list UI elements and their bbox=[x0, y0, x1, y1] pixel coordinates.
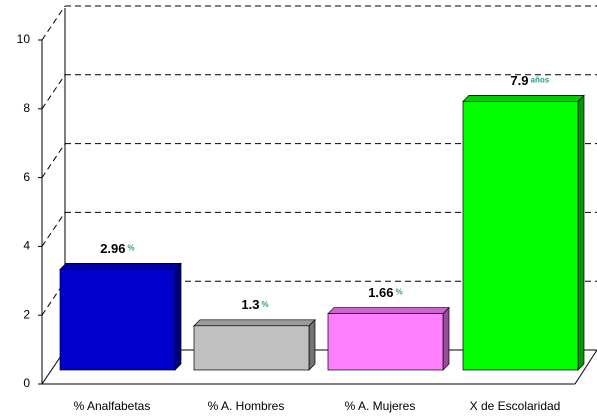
value-unit: % bbox=[262, 300, 269, 309]
value-label: 2.96 bbox=[100, 241, 125, 256]
floor-right bbox=[574, 349, 597, 385]
y-tick-label: 10 bbox=[17, 32, 31, 46]
bar-front bbox=[193, 325, 310, 371]
bar bbox=[193, 318, 316, 371]
bar-side bbox=[308, 318, 316, 371]
bar-top bbox=[462, 95, 585, 102]
value-label: 1.66 bbox=[368, 285, 393, 300]
bar-top bbox=[193, 319, 316, 327]
value-unit: % bbox=[396, 288, 403, 297]
grid-diagonal bbox=[41, 143, 66, 178]
bar-side bbox=[577, 94, 585, 371]
bar-side bbox=[442, 306, 450, 371]
y-tick-label: 4 bbox=[23, 239, 30, 253]
y-tick-label: 8 bbox=[23, 101, 30, 115]
bar bbox=[59, 262, 182, 371]
value-label: 1.3 bbox=[241, 297, 259, 312]
x-tick-label: % Analfabetas bbox=[74, 399, 151, 413]
x-tick-label: % A. Mujeres bbox=[345, 399, 416, 413]
grid-diagonal bbox=[41, 74, 66, 110]
value-label: 7.9 bbox=[510, 73, 528, 88]
bar-front bbox=[327, 313, 444, 371]
value-unit: % bbox=[128, 243, 135, 252]
bar bbox=[462, 94, 585, 371]
bar-front bbox=[462, 101, 579, 371]
bar-front bbox=[59, 269, 176, 371]
y-tick-label: 2 bbox=[23, 307, 30, 321]
grid-diagonal bbox=[41, 212, 66, 247]
bar-side bbox=[174, 262, 182, 371]
grid-diagonal bbox=[41, 5, 66, 41]
y-tick-label: 0 bbox=[23, 376, 30, 390]
bar-top bbox=[327, 307, 450, 314]
value-unit: años bbox=[531, 76, 550, 85]
x-tick-label: % A. Hombres bbox=[208, 399, 285, 413]
bar-top bbox=[59, 263, 182, 270]
x-tick-label: X de Escolaridad bbox=[470, 399, 561, 413]
y-tick-label: 6 bbox=[23, 170, 30, 184]
bar bbox=[327, 306, 450, 371]
